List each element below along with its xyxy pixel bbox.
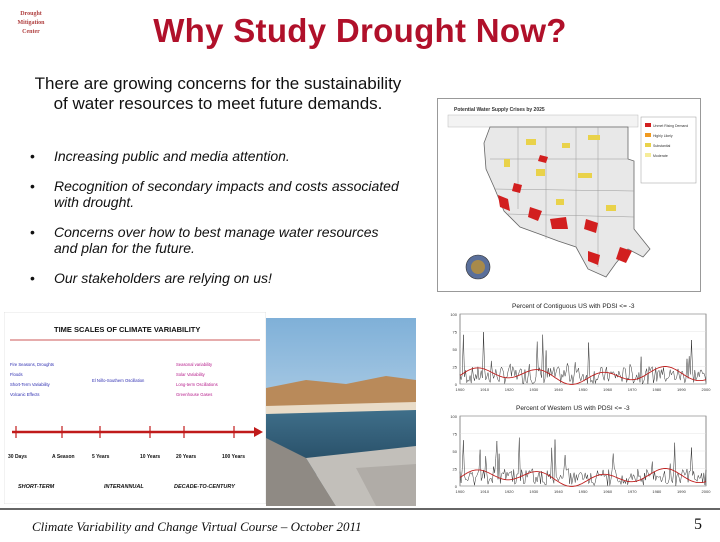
y-tick: 25 <box>453 467 458 472</box>
diagram-item: Volcanic Effects <box>10 392 39 397</box>
diagram-item: Long-term Oscillations <box>176 382 218 387</box>
bullet-item: • Increasing public and media attention. <box>24 148 404 164</box>
page-number: 5 <box>694 516 702 533</box>
bullet-dot: • <box>30 224 35 240</box>
bullet-text: Increasing public and media attention. <box>54 148 290 164</box>
x-tick: 1990 <box>677 387 687 392</box>
reservoir-photo <box>266 318 416 506</box>
x-tick: 2000 <box>702 489 712 494</box>
bullet-text: Our stakeholders are relying on us! <box>54 270 272 286</box>
y-tick: 50 <box>453 449 458 454</box>
x-tick: 1920 <box>505 489 515 494</box>
x-tick: 1990 <box>677 489 687 494</box>
intro-text: There are growing concerns for the susta… <box>34 74 402 113</box>
timeline-era: DECADE-TO-CENTURY <box>174 484 236 490</box>
logo-line1: Drought Mitigation <box>17 11 45 26</box>
chart-title-top: Percent of Contiguous US with PDSI <= -3 <box>512 303 635 310</box>
bullet-text: Recognition of secondary impacts and cos… <box>54 178 399 210</box>
y-tick: 0 <box>455 484 458 489</box>
bullet-item: • Our stakeholders are relying on us! <box>24 270 404 286</box>
x-tick: 1940 <box>554 387 564 392</box>
logo: Drought Mitigation Center <box>10 10 52 40</box>
x-tick: 1960 <box>603 387 613 392</box>
timeline-tick: 10 Years <box>140 454 160 460</box>
y-tick: 100 <box>450 312 457 317</box>
bullet-dot: • <box>30 178 35 194</box>
logo-line2: Center <box>22 29 40 35</box>
timeline-era: INTERANNUAL <box>104 484 144 490</box>
diagram-item: Fire Seasons, Droughts <box>10 362 54 367</box>
time-scales-diagram: TIME SCALES OF CLIMATE VARIABILITY Fire … <box>3 311 267 505</box>
diagram-item: Short-Term Variability <box>10 382 51 387</box>
bullet-list: • Increasing public and media attention. … <box>24 148 404 300</box>
pdsi-smoothed-series <box>459 468 707 487</box>
y-tick: 75 <box>453 432 458 437</box>
x-tick: 1900 <box>456 387 466 392</box>
slide-title: Why Study Drought Now? <box>153 12 567 49</box>
diagram-title: TIME SCALES OF CLIMATE VARIABILITY <box>54 325 200 334</box>
pdsi-smoothed-series <box>459 366 707 385</box>
x-tick: 1920 <box>505 387 515 392</box>
x-tick: 2000 <box>702 387 712 392</box>
timeline-tick: A Season <box>52 454 75 460</box>
x-tick: 1960 <box>603 489 613 494</box>
x-tick: 1900 <box>456 489 466 494</box>
diagram-item: Floods <box>10 372 23 377</box>
x-tick: 1950 <box>579 489 589 494</box>
timeline-tick: 20 Years <box>176 454 196 460</box>
x-tick: 1970 <box>628 387 638 392</box>
bullet-item: • Recognition of secondary impacts and co… <box>24 178 404 210</box>
bullet-text: Concerns over how to best manage water r… <box>54 224 379 256</box>
timeline-era: SHORT-TERM <box>18 484 55 490</box>
timeline-tick: 5 Years <box>92 454 110 460</box>
bullet-item: • Concerns over how to best manage water … <box>24 224 404 256</box>
x-tick: 1980 <box>652 489 662 494</box>
y-tick: 50 <box>453 347 458 352</box>
y-tick: 100 <box>450 414 457 419</box>
bullet-dot: • <box>30 148 35 164</box>
x-tick: 1930 <box>529 489 539 494</box>
map-legend-item: Highly Likely <box>653 134 673 138</box>
footer-bar: Climate Variability and Change Virtual C… <box>0 508 720 542</box>
y-tick: 75 <box>453 330 458 335</box>
diagram-item: Seasonal variability <box>176 362 213 367</box>
x-tick: 1980 <box>652 387 662 392</box>
x-tick: 1970 <box>628 489 638 494</box>
footer-text: Climate Variability and Change Virtual C… <box>32 519 362 534</box>
water-supply-map: Potential Water Supply Crises by 2025 Un… <box>437 98 701 292</box>
diagram-item: Solar Variability <box>176 372 206 377</box>
x-tick: 1930 <box>529 387 539 392</box>
map-legend-item: Moderate <box>653 154 668 158</box>
timeline-tick: 100 Years <box>222 454 245 460</box>
x-tick: 1910 <box>480 387 490 392</box>
y-tick: 0 <box>455 382 458 387</box>
map-legend-item: Unmet Rising Demand <box>653 124 688 128</box>
diagram-item: El Niño-Southern Oscillation <box>92 378 145 383</box>
map-title: Potential Water Supply Crises by 2025 <box>454 107 545 113</box>
y-tick: 25 <box>453 365 458 370</box>
x-tick: 1950 <box>579 387 589 392</box>
bullet-dot: • <box>30 270 35 286</box>
x-tick: 1940 <box>554 489 564 494</box>
chart-title-bottom: Percent of Western US with PDSI <= -3 <box>516 405 630 412</box>
pdsi-charts: Percent of Contiguous US with PDSI <= -3… <box>434 298 716 504</box>
diagram-item: Greenhouse Gases <box>176 392 212 397</box>
timeline-tick: 30 Days <box>8 454 27 460</box>
map-legend-item: Substantial <box>653 144 671 148</box>
pdsi-raw-series <box>459 332 707 385</box>
pdsi-raw-series <box>459 437 707 487</box>
x-tick: 1910 <box>480 489 490 494</box>
